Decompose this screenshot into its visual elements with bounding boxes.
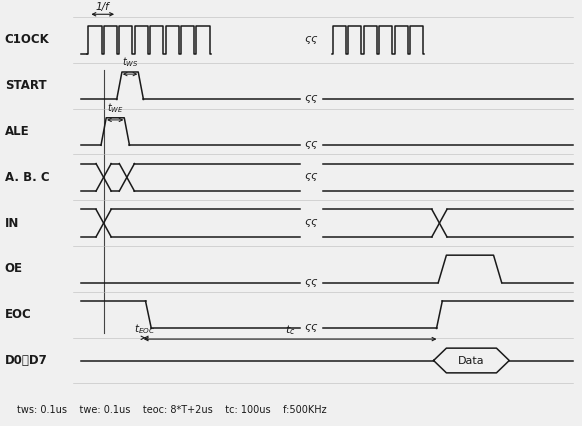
Text: $\varsigma\varsigma$: $\varsigma\varsigma$ xyxy=(304,276,319,289)
Text: Data: Data xyxy=(458,356,485,366)
Text: D0～D7: D0～D7 xyxy=(5,354,47,367)
Text: EOC: EOC xyxy=(5,308,31,321)
Text: $\varsigma\varsigma$: $\varsigma\varsigma$ xyxy=(304,217,319,229)
Text: $\varsigma\varsigma$: $\varsigma\varsigma$ xyxy=(304,171,319,183)
Text: $\varsigma\varsigma$: $\varsigma\varsigma$ xyxy=(304,322,319,334)
Text: ALE: ALE xyxy=(5,125,29,138)
Text: tws: 0.1us    twe: 0.1us    teoc: 8*T+2us    tc: 100us    f:500KHz: tws: 0.1us twe: 0.1us teoc: 8*T+2us tc: … xyxy=(17,405,327,415)
Text: $t_{EOC}$: $t_{EOC}$ xyxy=(134,322,155,336)
Text: $t_c$: $t_c$ xyxy=(285,324,296,337)
Text: 1/f: 1/f xyxy=(96,2,109,12)
Text: C1OCK: C1OCK xyxy=(5,33,49,46)
Text: $t_{WE}$: $t_{WE}$ xyxy=(107,101,123,115)
Text: $t_{WS}$: $t_{WS}$ xyxy=(122,56,139,69)
Text: IN: IN xyxy=(5,216,19,230)
Text: $\varsigma\varsigma$: $\varsigma\varsigma$ xyxy=(304,34,319,46)
Text: A. B. C: A. B. C xyxy=(5,171,49,184)
Text: OE: OE xyxy=(5,262,23,276)
Text: $\varsigma\varsigma$: $\varsigma\varsigma$ xyxy=(304,93,319,106)
Text: START: START xyxy=(5,79,47,92)
Text: $\varsigma\varsigma$: $\varsigma\varsigma$ xyxy=(304,139,319,151)
